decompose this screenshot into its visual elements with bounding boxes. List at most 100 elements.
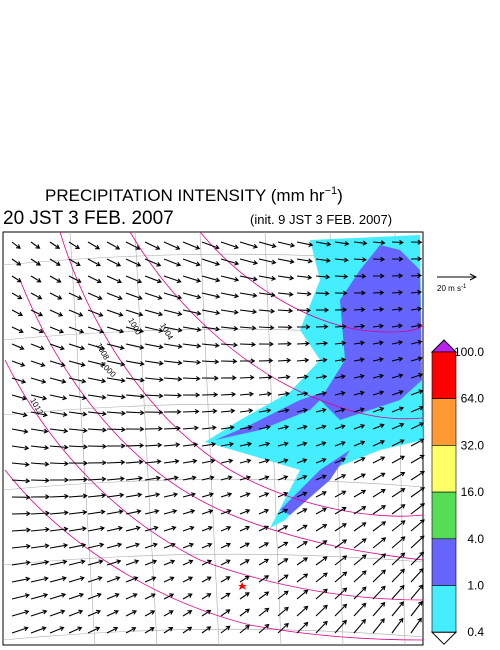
wind-arrow	[353, 602, 367, 617]
wind-arrow	[410, 584, 424, 600]
wind-arrow	[258, 258, 277, 265]
wind-arrow	[87, 542, 105, 549]
wind-arrow	[87, 576, 103, 583]
wind-arrow	[410, 256, 423, 262]
wind-arrow	[220, 342, 238, 348]
wind-arrow	[68, 394, 88, 401]
wind-arrow	[277, 241, 296, 248]
wind-arrow	[220, 275, 240, 282]
wind-arrow	[258, 275, 277, 281]
wind-arrow	[201, 542, 213, 549]
wind-arrow	[277, 491, 289, 498]
wind-arrow	[106, 377, 126, 383]
wind-arrow	[239, 275, 258, 282]
wind-arrow	[11, 309, 24, 317]
wind-arrow	[68, 542, 87, 549]
wind-arrow	[125, 610, 138, 617]
wind-arrow	[106, 309, 124, 317]
wind-arrow	[106, 292, 123, 301]
wind-arrow	[239, 525, 251, 532]
wind-arrow	[391, 488, 406, 498]
wind-arrow	[182, 559, 194, 566]
wind-arrow	[182, 442, 199, 448]
wind-arrow	[49, 592, 67, 600]
wind-arrow	[372, 553, 387, 566]
wind-arrow	[334, 357, 347, 363]
wind-arrow	[125, 275, 143, 284]
wind-arrow	[163, 360, 183, 366]
wind-arrow	[372, 505, 386, 515]
wind-arrow	[410, 273, 423, 279]
wind-arrow	[410, 617, 422, 634]
wind-arrow	[277, 391, 291, 397]
wind-arrow	[220, 241, 240, 250]
wind-arrow	[258, 292, 276, 298]
wind-arrow	[11, 478, 31, 484]
wind-arrow	[30, 326, 44, 334]
wind-arrow	[334, 290, 348, 296]
wind-arrow	[30, 394, 48, 401]
wind-arrow	[125, 326, 144, 334]
wind-arrow	[125, 593, 138, 600]
wind-arrow	[201, 359, 220, 365]
wind-arrow	[144, 459, 162, 465]
wind-arrow	[30, 494, 51, 500]
wind-arrow	[87, 343, 106, 351]
wind-arrow	[87, 275, 102, 284]
wind-arrow	[182, 408, 200, 415]
wind-arrow	[296, 391, 309, 397]
wind-arrow	[106, 326, 125, 334]
wind-arrow	[258, 325, 275, 331]
wind-arrow	[182, 509, 196, 515]
wind-arrow	[144, 343, 164, 350]
map: 1000 1004 1008 1012 1000	[2, 231, 425, 646]
wind-arrow	[220, 325, 239, 332]
wind-arrow	[258, 408, 272, 414]
wind-arrow	[201, 475, 215, 481]
colorbar-label: 4.0	[467, 532, 484, 546]
wind-arrow	[106, 410, 126, 416]
wind-arrow	[353, 586, 367, 600]
wind-arrow	[410, 567, 424, 583]
parallel	[2, 478, 424, 491]
wind-arrow	[68, 326, 85, 334]
wind-arrow	[391, 256, 404, 262]
wind-arrow	[315, 604, 328, 617]
wind-arrow	[125, 292, 143, 301]
wind-arrow	[410, 471, 425, 481]
wind-arrow	[163, 475, 179, 481]
wind-arrow	[68, 460, 89, 466]
wind-arrow	[296, 274, 313, 280]
wind-arrow	[144, 241, 161, 250]
wind-arrow	[258, 508, 270, 515]
wind-arrow	[106, 476, 125, 482]
wind-arrow	[49, 258, 61, 266]
wind-arrow	[30, 543, 50, 549]
wind-arrow	[106, 609, 119, 617]
wind-arrow	[106, 258, 122, 267]
wind-arrow	[372, 273, 385, 279]
wind-arrow	[201, 525, 213, 532]
wind-arrow	[258, 458, 270, 464]
wind-arrow	[410, 535, 425, 549]
wind-arrow	[201, 593, 212, 600]
wind-arrow	[372, 240, 386, 246]
wind-arrow	[315, 340, 329, 346]
wind-arrow	[106, 427, 126, 433]
wind-arrow	[372, 601, 386, 617]
wind-arrow	[11, 241, 21, 249]
wind-arrow	[49, 428, 69, 434]
wind-arrow	[68, 444, 89, 450]
wind-arrow	[391, 455, 406, 464]
wind-arrow	[372, 472, 386, 481]
wind-arrow	[239, 391, 255, 397]
wind-arrow	[163, 292, 183, 300]
wind-arrow	[163, 610, 174, 617]
wind-arrow	[68, 258, 81, 266]
wind-arrow	[144, 542, 158, 549]
wind-arrow	[258, 542, 270, 549]
wind-arrow	[296, 341, 310, 347]
wind-arrow	[49, 609, 66, 617]
wind-arrow	[410, 323, 423, 329]
wind-arrow	[182, 576, 194, 583]
